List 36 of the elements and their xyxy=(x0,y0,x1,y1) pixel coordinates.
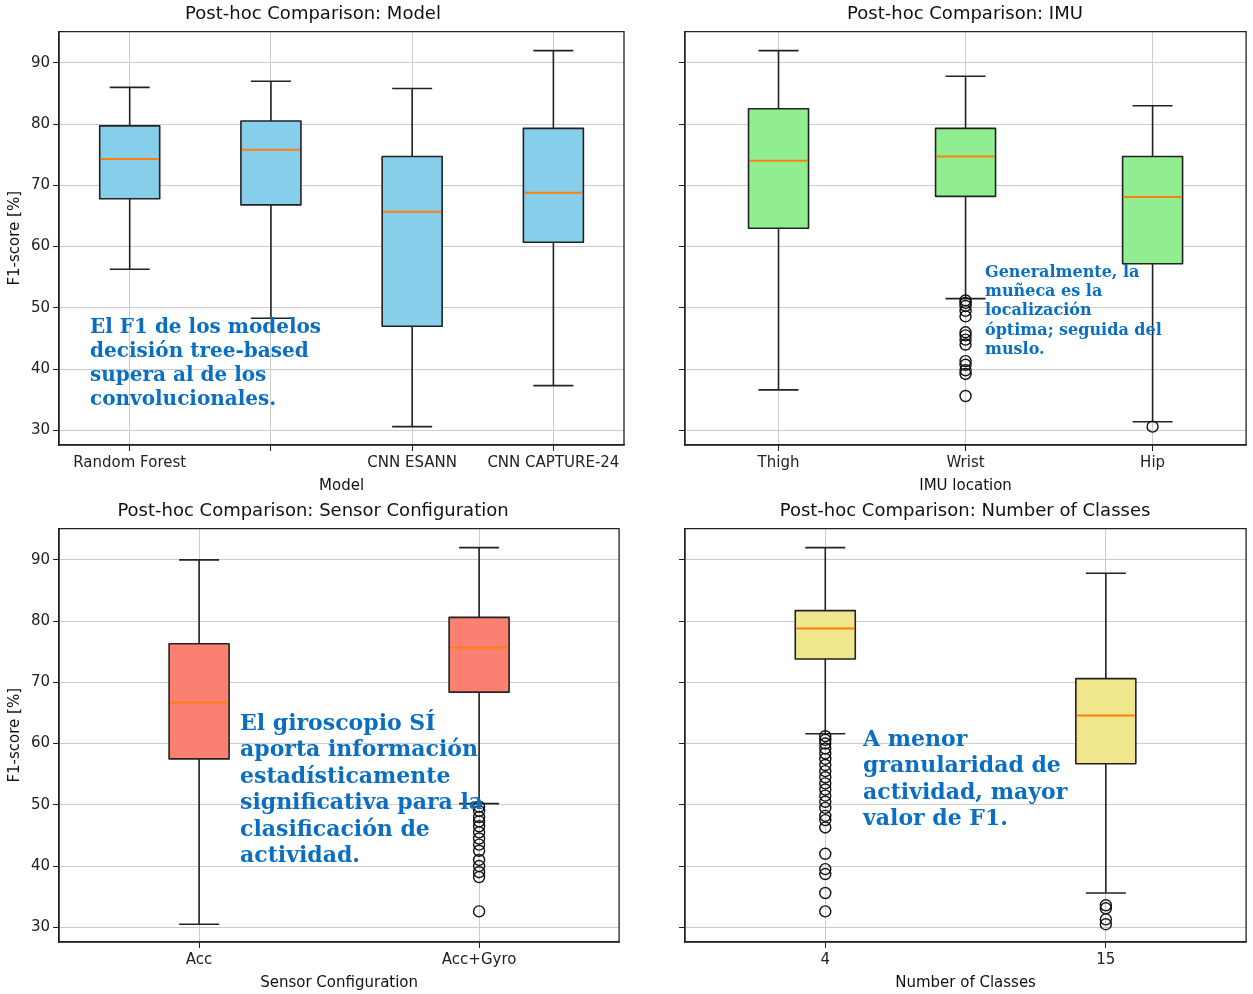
x-tick-label: 15 xyxy=(1096,949,1116,968)
y-tick-label: 30 xyxy=(30,917,51,936)
annotation: A menor granularidad de actividad, mayor valor de F1. xyxy=(863,725,1069,831)
y-tick-label: 90 xyxy=(30,549,51,568)
y-tick-label: 80 xyxy=(30,610,51,629)
chart-title: Post-hoc Comparison: Model xyxy=(185,2,441,24)
y-tick-label: 60 xyxy=(30,236,51,255)
x-tick-label: CNN ESANN xyxy=(367,452,457,471)
x-tick-label: CNN CAPTURE-24 xyxy=(487,452,620,471)
x-tick-label: Random Forest xyxy=(73,452,187,471)
x-tick-label: Acc+Gyro xyxy=(441,949,517,968)
chart-title: Post-hoc Comparison: Sensor Configuration xyxy=(117,499,509,521)
y-tick-label: 80 xyxy=(30,113,51,132)
annotation: El F1 de los modelos decisión tree-based supera al de los convolucionales. xyxy=(90,314,323,410)
chart-title: Post-hoc Comparison: Number of Classes xyxy=(779,499,1151,521)
x-tick-label: Acc xyxy=(185,949,213,968)
y-tick-label: 40 xyxy=(30,358,51,377)
y-tick-label: 50 xyxy=(30,794,51,813)
y-tick-label: 30 xyxy=(30,420,51,439)
y-tick-label: 50 xyxy=(30,297,51,316)
y-tick-label: 70 xyxy=(30,672,51,691)
x-axis-title: Number of Classes xyxy=(895,972,1037,991)
x-tick-label: 4 xyxy=(820,949,831,968)
y-tick-label: 90 xyxy=(30,52,51,71)
x-tick-label: Wrist xyxy=(946,452,985,471)
x-axis-title: Model xyxy=(319,475,365,494)
y-tick-label: 60 xyxy=(30,733,51,752)
x-tick-label: Thigh xyxy=(756,452,800,471)
y-axis-title: F1-score [%] xyxy=(4,687,23,783)
chart-title: Post-hoc Comparison: IMU xyxy=(847,2,1083,24)
x-axis-title: Sensor Configuration xyxy=(260,972,419,991)
y-axis-title: F1-score [%] xyxy=(4,190,23,286)
y-tick-label: 40 xyxy=(30,855,51,874)
x-tick-label: Hip xyxy=(1140,452,1166,471)
x-axis-title: IMU location xyxy=(919,475,1012,494)
y-tick-label: 70 xyxy=(30,175,51,194)
